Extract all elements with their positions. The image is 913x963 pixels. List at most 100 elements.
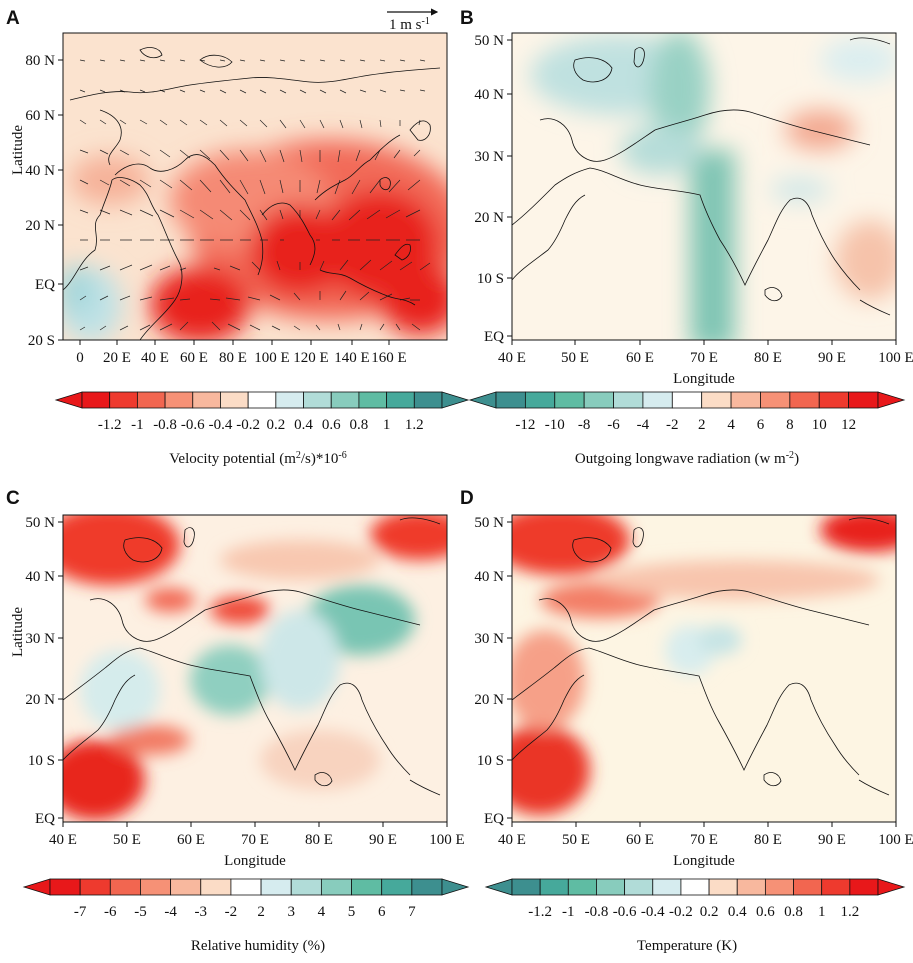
colorbar-tick-label: -1 <box>131 417 144 433</box>
panel-c-coastlines <box>63 517 441 796</box>
colorbar-tick-label: 0.6 <box>322 417 341 433</box>
panel-b-xtick-label: 60 E <box>626 350 654 366</box>
colorbar-tick-label: -0.4 <box>641 904 665 920</box>
panel-c-xtick-label: 90 E <box>369 832 397 848</box>
colorbar-segment <box>596 878 626 896</box>
colorbar-extend-high <box>877 391 906 409</box>
panel-a-ytick-label: 20 S <box>28 333 55 349</box>
panel-c-map <box>63 515 447 822</box>
panel-b-ytick-label: 50 N <box>474 33 504 49</box>
vector-key-label: 1 m s <box>389 17 422 33</box>
colorbar-segment <box>109 878 141 896</box>
colorbar-segment <box>275 391 304 409</box>
panel-c-ytick-label: 40 N <box>25 569 55 585</box>
colorbar-segment <box>413 391 443 409</box>
colorbar-tick-label: 0.4 <box>728 904 747 920</box>
colorbar-tick-label: -0.2 <box>669 904 693 920</box>
panel-b-map <box>512 33 896 340</box>
panel-a: A <box>6 8 448 366</box>
colorbar-segment <box>760 391 791 409</box>
colorbar-extend-high <box>441 391 470 409</box>
colorbar-tick-label: -12 <box>515 417 535 433</box>
panel-d-letter: D <box>460 488 474 509</box>
colorbar-relative-humidity: -7 -6 -5 -4 -3 -2 2 3 4 5 6 7 <box>22 878 470 920</box>
panel-a-coastlines <box>63 47 441 340</box>
colorbar-segment <box>170 878 202 896</box>
panel-c-ytick-label: EQ <box>35 811 55 827</box>
colorbar-extend-low <box>22 878 51 896</box>
colorbar-segment <box>583 391 614 409</box>
colorbar-tick-label: -0.6 <box>181 417 205 433</box>
panel-b-xtick-label: 100 E <box>878 350 913 366</box>
colorbar-tick-label: 1 <box>818 904 826 920</box>
colorbar-segment <box>821 878 851 896</box>
colorbar-extend-low <box>54 391 83 409</box>
colorbar-relative-humidity-title: Relative humidity (%) <box>191 938 325 954</box>
colorbar-tick-label: 12 <box>841 417 856 433</box>
panel-b-axes: 40 E 50 E 60 E 70 E 80 E 90 E 100 E 50 N 40 N 30 … <box>474 33 913 387</box>
panel-d-ytick-label: EQ <box>484 811 504 827</box>
colorbar-segment <box>290 878 322 896</box>
colorbar-tick-label: 7 <box>408 904 416 920</box>
colorbar-olr-title: Outgoing longwave radiation (w m-2) <box>575 450 799 468</box>
panel-b-xtick-label: 70 E <box>690 350 718 366</box>
colorbar-segment <box>200 878 232 896</box>
panel-a-shading <box>63 140 447 340</box>
panel-d-xtick-label: 80 E <box>754 832 782 848</box>
colorbar-tick-label: 2 <box>257 904 265 920</box>
colorbar-segment <box>381 878 413 896</box>
panel-c-ytick-label: 20 N <box>25 692 55 708</box>
colorbar-temperature-title: Temperature (K) <box>637 938 737 954</box>
colorbar-segment <box>164 391 194 409</box>
colorbar-tick-label: 8 <box>786 417 794 433</box>
panel-b-xtick-label: 40 E <box>498 350 526 366</box>
panel-a-xtick-label: 0 <box>76 350 84 366</box>
colorbar-segment <box>539 878 569 896</box>
panel-a-letter: A <box>6 8 20 29</box>
panel-a-map <box>63 33 447 340</box>
panel-d-xtick-label: 60 E <box>626 832 654 848</box>
panel-a-xtick-label: 160 E <box>371 350 406 366</box>
colorbar-segment <box>567 878 597 896</box>
panel-c-xtick-label: 70 E <box>241 832 269 848</box>
panel-c-ylabel: Latitude <box>10 607 26 657</box>
colorbar-tick-label: 1 <box>383 417 391 433</box>
panel-a-xtick-label: 120 E <box>293 350 328 366</box>
colorbar-tick-label: 0.8 <box>350 417 369 433</box>
panel-d-ytick-label: 10 S <box>477 753 504 769</box>
colorbar-tick-label: 0.8 <box>784 904 803 920</box>
panel-d-axes: 40 E 50 E 60 E 70 E 80 E 90 E 100 E 50 N 40 N 30 … <box>474 515 913 869</box>
panel-a-ytick-label: 20 N <box>25 218 55 234</box>
colorbar-segment <box>708 878 738 896</box>
colorbar-segment <box>642 391 673 409</box>
panel-c-axes: 40 E 50 E 60 E 70 E 80 E 90 E 100 E 50 N 40 N 30 … <box>10 515 465 869</box>
colorbar-segment <box>320 878 352 896</box>
colorbar-segment <box>230 878 262 896</box>
colorbar-segment <box>140 878 172 896</box>
colorbar-tick-label: -1.2 <box>528 904 552 920</box>
colorbar-tick-label: -8 <box>578 417 591 433</box>
panel-a-xtick-label: 20 E <box>103 350 131 366</box>
panel-c-xtick-label: 80 E <box>305 832 333 848</box>
panel-a-vector-key: 1 m s-1 <box>387 8 439 33</box>
panel-b-xlabel: Longitude <box>673 371 735 387</box>
colorbar-segment <box>511 878 541 896</box>
colorbar-tick-label: 1.2 <box>405 417 424 433</box>
panel-d-ytick-label: 20 N <box>474 692 504 708</box>
colorbar-tick-label: -1 <box>562 904 575 920</box>
colorbar-segment <box>495 391 526 409</box>
colorbar-segment <box>81 391 111 409</box>
colorbar-segment <box>671 391 703 409</box>
panel-b-xtick-label: 90 E <box>818 350 846 366</box>
colorbar-segment <box>789 391 820 409</box>
colorbar-segment <box>624 878 654 896</box>
colorbar-extend-high <box>441 878 470 896</box>
colorbar-velocity-potential: -1.2 -1 -0.8 -0.6 -0.4 -0.2 0.2 0.4 0.6 0.8 1 1.2 <box>54 391 470 433</box>
panel-c-ytick-label: 10 S <box>28 753 55 769</box>
panel-d-shading <box>512 515 896 815</box>
panel-b-ytick-label: 30 N <box>474 149 504 165</box>
colorbar-tick-label: -0.8 <box>585 904 609 920</box>
colorbar-tick-label: -0.8 <box>153 417 177 433</box>
panel-a-ytick-label: 80 N <box>25 53 55 69</box>
colorbar-segment <box>652 878 682 896</box>
